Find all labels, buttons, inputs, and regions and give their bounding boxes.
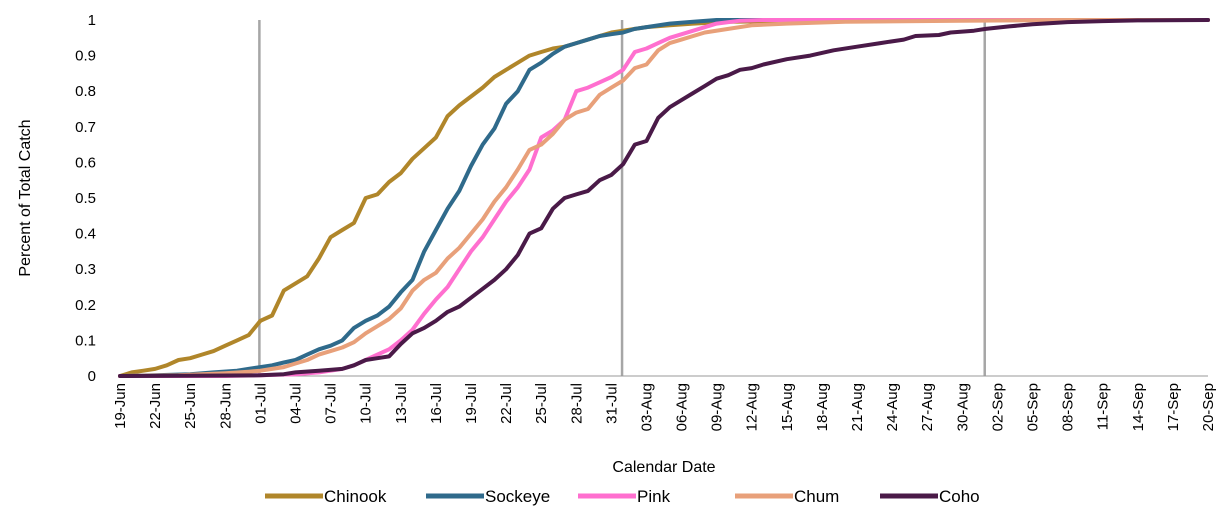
y-tick-label: 0.1	[75, 332, 96, 349]
y-axis-ticks: 0 0.1 0.2 0.3 0.4 0.5 0.6 0.7 0.8 0.9 1	[75, 12, 96, 385]
x-tick-label: 31-Jul	[603, 383, 620, 424]
x-tick-label: 27-Aug	[919, 383, 936, 431]
series-line-chinook	[118, 18, 1210, 378]
x-tick-label: 18-Aug	[814, 383, 831, 431]
x-tick-label: 07-Jul	[323, 383, 340, 424]
x-tick-label: 25-Jul	[533, 383, 550, 424]
series-lines	[118, 18, 1210, 378]
series-line-coho	[118, 18, 1210, 378]
x-tick-label: 03-Aug	[638, 383, 655, 431]
x-tick-label: 09-Aug	[709, 383, 726, 431]
x-tick-label: 22-Jun	[147, 383, 164, 429]
legend-label-pink: Pink	[637, 487, 671, 506]
x-tick-label: 01-Jul	[252, 383, 269, 424]
x-tick-label: 08-Sep	[1060, 383, 1077, 431]
x-tick-label: 12-Aug	[744, 383, 761, 431]
x-tick-label: 15-Aug	[779, 383, 796, 431]
x-tick-label: 28-Jun	[217, 383, 234, 429]
legend-label-coho: Coho	[939, 487, 980, 506]
y-tick-label: 0.8	[75, 83, 96, 100]
y-tick-label: 0.7	[75, 119, 96, 136]
y-tick-label: 0.2	[75, 297, 96, 314]
y-tick-label: 0.4	[75, 226, 96, 243]
x-tick-label: 21-Aug	[849, 383, 866, 431]
series-line-chum	[118, 18, 1210, 378]
x-tick-label: 02-Sep	[989, 383, 1006, 431]
y-axis-title: Percent of Total Catch	[17, 119, 34, 276]
x-tick-label: 13-Jul	[393, 383, 410, 424]
y-tick-label: 1	[88, 12, 96, 29]
x-tick-label: 20-Sep	[1200, 383, 1217, 431]
y-tick-label: 0	[88, 368, 96, 385]
x-tick-label: 11-Sep	[1095, 383, 1112, 430]
legend: Chinook Sockeye Pink Chum Coho	[265, 487, 980, 506]
legend-label-chum: Chum	[794, 487, 839, 506]
x-tick-label: 25-Jun	[182, 383, 199, 429]
x-axis-title: Calendar Date	[612, 459, 715, 476]
x-tick-label: 24-Aug	[884, 383, 901, 431]
y-tick-label: 0.5	[75, 190, 96, 207]
x-tick-label: 14-Sep	[1130, 383, 1147, 431]
x-tick-label: 19-Jun	[112, 383, 129, 429]
x-tick-label: 16-Jul	[428, 383, 445, 424]
x-axis-ticks: 19-Jun 22-Jun 25-Jun 28-Jun 01-Jul 04-Jul 07-J…	[112, 383, 1217, 431]
x-tick-label: 04-Jul	[287, 383, 304, 424]
legend-label-chinook: Chinook	[324, 487, 387, 506]
y-tick-label: 0.6	[75, 154, 96, 171]
x-tick-label: 30-Aug	[954, 383, 971, 431]
x-tick-label: 10-Jul	[358, 383, 375, 424]
series-line-pink	[118, 18, 1210, 378]
x-tick-label: 05-Sep	[1025, 383, 1042, 431]
series-line-sockeye	[118, 18, 1210, 378]
x-tick-label: 22-Jul	[498, 383, 515, 424]
y-tick-label: 0.3	[75, 261, 96, 278]
x-tick-label: 28-Jul	[568, 383, 585, 424]
x-tick-label: 19-Jul	[463, 383, 480, 424]
legend-label-sockeye: Sockeye	[485, 487, 550, 506]
y-tick-label: 0.9	[75, 48, 96, 65]
x-tick-label: 17-Sep	[1165, 383, 1182, 431]
x-tick-label: 06-Aug	[674, 383, 691, 431]
